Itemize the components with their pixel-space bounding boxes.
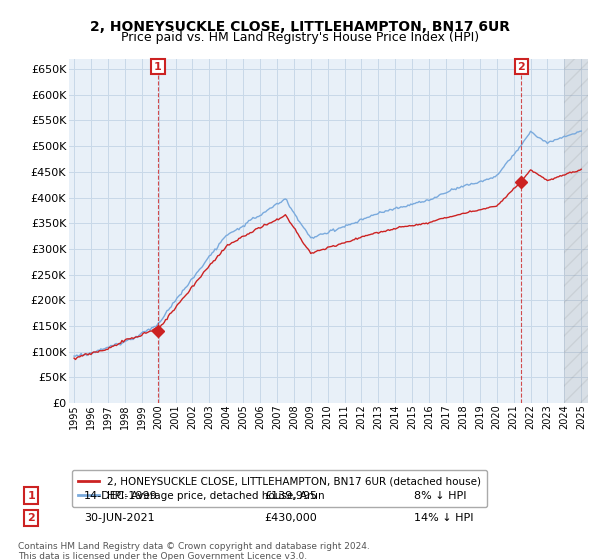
Text: 30-JUN-2021: 30-JUN-2021 (84, 513, 155, 523)
Text: 2: 2 (517, 62, 525, 72)
Text: Contains HM Land Registry data © Crown copyright and database right 2024.
This d: Contains HM Land Registry data © Crown c… (18, 542, 370, 560)
Text: 14% ↓ HPI: 14% ↓ HPI (414, 513, 473, 523)
Text: 14-DEC-1999: 14-DEC-1999 (84, 491, 158, 501)
Bar (565, 59, 590, 403)
Text: 1: 1 (154, 62, 162, 72)
Text: Price paid vs. HM Land Registry's House Price Index (HPI): Price paid vs. HM Land Registry's House … (121, 31, 479, 44)
Text: 2, HONEYSUCKLE CLOSE, LITTLEHAMPTON, BN17 6UR: 2, HONEYSUCKLE CLOSE, LITTLEHAMPTON, BN1… (90, 20, 510, 34)
Text: 8% ↓ HPI: 8% ↓ HPI (414, 491, 467, 501)
Text: 2: 2 (28, 513, 35, 523)
Legend: 2, HONEYSUCKLE CLOSE, LITTLEHAMPTON, BN17 6UR (detached house), HPI: Average pri: 2, HONEYSUCKLE CLOSE, LITTLEHAMPTON, BN1… (71, 470, 487, 507)
Text: £430,000: £430,000 (264, 513, 317, 523)
Text: 1: 1 (28, 491, 35, 501)
Text: £139,995: £139,995 (264, 491, 317, 501)
